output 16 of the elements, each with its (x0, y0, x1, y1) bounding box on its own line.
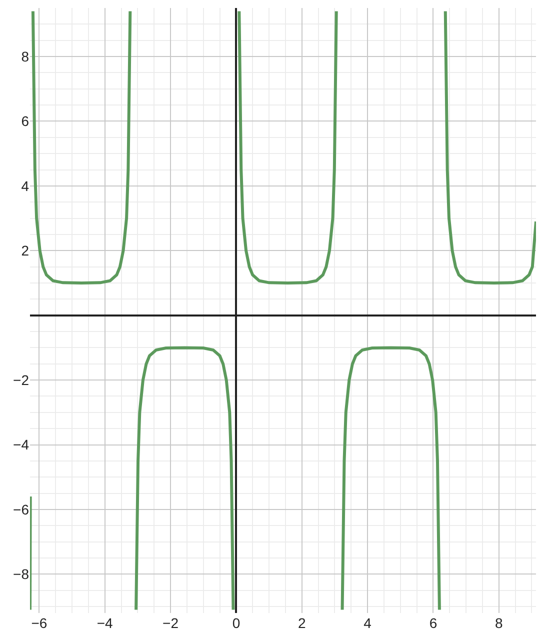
y-tick-label: 4 (21, 178, 30, 194)
y-tick-label: 6 (21, 113, 30, 130)
x-tick-label: 2 (298, 615, 306, 631)
y-tick-label: 8 (21, 48, 30, 64)
x-tick-label: −4 (96, 615, 114, 631)
x-tick-label: −6 (31, 615, 48, 631)
x-tick-label: 0 (232, 615, 240, 631)
y-tick-label: 2 (21, 242, 30, 259)
y-tick-label: −8 (13, 566, 30, 582)
x-tick-label: 4 (364, 615, 372, 631)
x-tick-label: 8 (495, 615, 503, 631)
x-tick-label: −2 (162, 615, 179, 631)
y-tick-label: −4 (13, 436, 30, 453)
y-tick-label: −2 (13, 372, 30, 388)
x-tick-label: 6 (429, 615, 438, 631)
y-tick-label: −6 (13, 501, 30, 518)
